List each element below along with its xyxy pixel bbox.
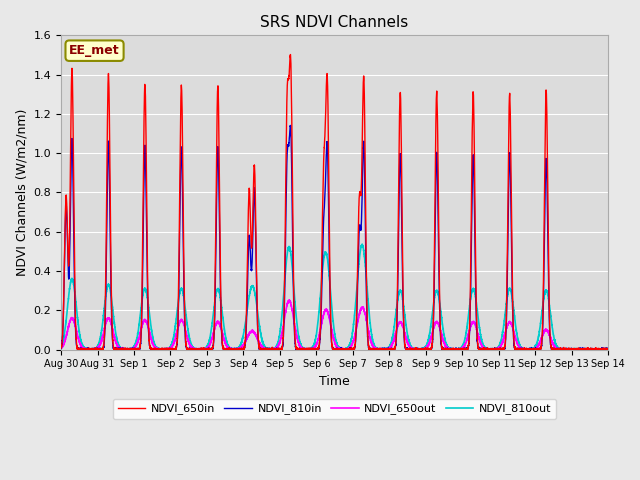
NDVI_810in (57, 345, 65, 350)
Line: NDVI_650in: NDVI_650in (61, 55, 608, 349)
NDVI_650in (410, 347, 418, 352)
NDVI_650out (174, 324, 182, 330)
Line: NDVI_650out: NDVI_650out (61, 300, 608, 349)
Line: NDVI_810in: NDVI_810in (61, 125, 608, 349)
NDVI_650in (287, 52, 294, 58)
NDVI_650out (57, 345, 65, 351)
Title: SRS NDVI Channels: SRS NDVI Channels (260, 15, 409, 30)
NDVI_810in (488, 347, 495, 352)
NDVI_810out (488, 347, 495, 352)
NDVI_810out (174, 300, 182, 306)
NDVI_650in (604, 347, 612, 352)
NDVI_810in (174, 319, 182, 324)
Line: NDVI_810out: NDVI_810out (61, 244, 608, 349)
NDVI_650out (410, 346, 418, 352)
NDVI_650out (602, 347, 610, 352)
NDVI_810in (410, 347, 418, 352)
Legend: NDVI_650in, NDVI_810in, NDVI_650out, NDVI_810out: NDVI_650in, NDVI_810in, NDVI_650out, NDV… (113, 399, 556, 419)
NDVI_810out (81, 347, 89, 352)
NDVI_810out (262, 345, 269, 351)
NDVI_650in (262, 346, 269, 352)
NDVI_810in (602, 346, 610, 352)
NDVI_650out (285, 297, 293, 303)
NDVI_650out (604, 347, 612, 352)
NDVI_810out (57, 343, 65, 349)
NDVI_810in (604, 347, 612, 352)
NDVI_650in (174, 311, 182, 317)
NDVI_650out (488, 347, 495, 352)
NDVI_810out (410, 346, 418, 352)
NDVI_810out (358, 241, 366, 247)
NDVI_810out (168, 339, 176, 345)
NDVI_650out (262, 346, 269, 352)
NDVI_650in (488, 347, 495, 352)
NDVI_810in (168, 347, 176, 352)
NDVI_810in (74, 347, 81, 352)
Text: EE_met: EE_met (69, 44, 120, 57)
NDVI_650in (57, 345, 65, 351)
NDVI_650out (79, 347, 87, 352)
Y-axis label: NDVI Channels (W/m2/nm): NDVI Channels (W/m2/nm) (15, 109, 28, 276)
NDVI_810in (262, 347, 269, 352)
NDVI_810out (604, 347, 612, 352)
NDVI_650in (168, 346, 176, 351)
NDVI_810out (602, 347, 610, 352)
NDVI_650out (168, 344, 176, 349)
NDVI_650in (74, 347, 82, 352)
NDVI_810in (287, 122, 294, 128)
X-axis label: Time: Time (319, 375, 350, 388)
NDVI_650in (602, 347, 610, 352)
